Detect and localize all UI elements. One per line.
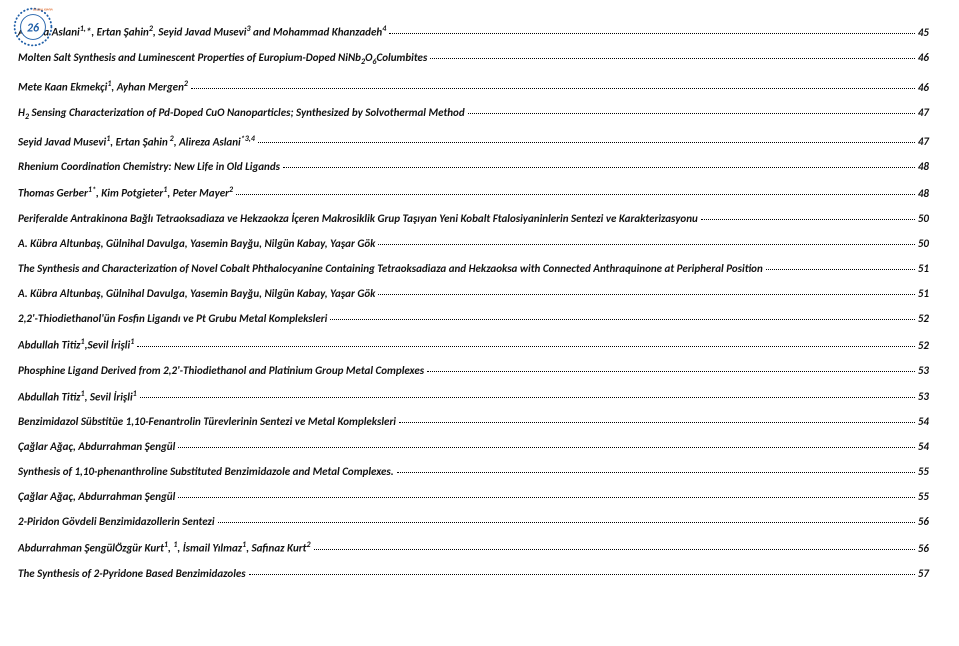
- toc-page-number: 52: [918, 339, 929, 352]
- toc-leader-dots: [427, 371, 915, 372]
- toc-line: Abdurrahman ŞengülÖzgür Kurt1, 1, İsmail…: [18, 540, 929, 555]
- toc-entry-text: Abdurrahman ŞengülÖzgür Kurt1, 1, İsmail…: [18, 540, 311, 555]
- toc-entry-text: Molten Salt Synthesis and Luminescent Pr…: [18, 51, 427, 67]
- svg-text:26: 26: [27, 22, 39, 36]
- toc-page-number: 50: [918, 237, 929, 250]
- toc-line: 2,2'-Thiodiethanol'ün Fosfin Ligandı ve …: [18, 312, 929, 325]
- toc-entry-text: Çağlar Ağaç, Abdurrahman Şengül: [18, 440, 175, 453]
- toc-entry-text: Periferalde Antrakinona Bağlı Tetraoksad…: [18, 212, 698, 225]
- toc-entry-text: Rhenium Coordination Chemistry: New Life…: [18, 160, 280, 173]
- toc-leader-dots: [468, 113, 915, 114]
- toc-page-number: 48: [918, 187, 929, 200]
- toc-leader-dots: [218, 522, 915, 523]
- toc-line: Alireza Aslani1,*, Ertan Şahin2, Seyid J…: [18, 24, 929, 39]
- toc-entry-text: Phosphine Ligand Derived from 2,2'-Thiod…: [18, 364, 424, 377]
- toc-line: Thomas Gerber1*, Kim Potgieter1, Peter M…: [18, 185, 929, 200]
- toc-entry-text: Alireza Aslani1,*, Ertan Şahin2, Seyid J…: [18, 24, 386, 39]
- toc-line: Abdullah Titiz1, Sevil İrişli1 53: [18, 389, 929, 404]
- toc-leader-dots: [378, 294, 914, 295]
- toc-page-number: 47: [918, 106, 929, 119]
- toc-leader-dots: [399, 422, 915, 423]
- toc-page-number: 56: [918, 542, 929, 555]
- toc-line: Benzimidazol Sübstitüe 1,10-Fenantrolin …: [18, 415, 929, 428]
- toc-line: Abdullah Titiz1,Sevil İrişli1 52: [18, 337, 929, 352]
- toc-page-number: 45: [918, 26, 929, 39]
- toc-leader-dots: [283, 167, 915, 168]
- toc-leader-dots: [766, 269, 915, 270]
- toc-entry-text: 2,2'-Thiodiethanol'ün Fosfin Ligandı ve …: [18, 312, 327, 325]
- toc-leader-dots: [140, 397, 915, 398]
- toc-entry-text: Seyid Javad Musevi1, Ertan Şahin 2, Alir…: [18, 134, 255, 149]
- toc-leader-dots: [701, 219, 915, 220]
- toc-line: 2-Piridon Gövdeli Benzimidazollerin Sent…: [18, 515, 929, 528]
- toc-line: Çağlar Ağaç, Abdurrahman Şengül 55: [18, 490, 929, 503]
- toc-entry-text: The Synthesis of 2-Pyridone Based Benzim…: [18, 567, 246, 580]
- toc-leader-dots: [378, 244, 914, 245]
- toc-entry-text: A. Kübra Altunbaş, Gülnihal Davulga, Yas…: [18, 237, 375, 250]
- svg-text:ULUSAL KIMYA: ULUSAL KIMYA: [33, 7, 53, 11]
- toc-leader-dots: [397, 472, 915, 473]
- toc-line: A. Kübra Altunbaş, Gülnihal Davulga, Yas…: [18, 237, 929, 250]
- toc-line: Molten Salt Synthesis and Luminescent Pr…: [18, 51, 929, 67]
- toc-page-number: 46: [918, 81, 929, 94]
- toc-leader-dots: [389, 33, 915, 34]
- toc-page-number: 52: [918, 312, 929, 325]
- toc-page-number: 54: [918, 440, 929, 453]
- toc-page-number: 48: [918, 160, 929, 173]
- toc-page-number: 56: [918, 515, 929, 528]
- toc-page-number: 50: [918, 212, 929, 225]
- toc-entry-text: 2-Piridon Gövdeli Benzimidazollerin Sent…: [18, 515, 215, 528]
- toc-page-number: 51: [918, 287, 929, 300]
- toc-line: Synthesis of 1,10-phenanthroline Substit…: [18, 465, 929, 478]
- toc-line: Periferalde Antrakinona Bağlı Tetraoksad…: [18, 212, 929, 225]
- toc-container: Alireza Aslani1,*, Ertan Şahin2, Seyid J…: [18, 24, 929, 580]
- toc-leader-dots: [258, 142, 915, 143]
- toc-page-number: 47: [918, 135, 929, 148]
- toc-leader-dots: [249, 574, 915, 575]
- toc-entry-text: Abdullah Titiz1,Sevil İrişli1: [18, 337, 134, 352]
- toc-entry-text: Benzimidazol Sübstitüe 1,10-Fenantrolin …: [18, 415, 396, 428]
- toc-leader-dots: [430, 58, 915, 59]
- toc-line: Phosphine Ligand Derived from 2,2'-Thiod…: [18, 364, 929, 377]
- toc-line: The Synthesis of 2-Pyridone Based Benzim…: [18, 567, 929, 580]
- toc-page-number: 55: [918, 490, 929, 503]
- toc-entry-text: A. Kübra Altunbaş, Gülnihal Davulga, Yas…: [18, 287, 375, 300]
- toc-page-number: 57: [918, 567, 929, 580]
- toc-entry-text: H2 Sensing Characterization of Pd-Doped …: [18, 106, 465, 122]
- toc-line: The Synthesis and Characterization of No…: [18, 262, 929, 275]
- toc-leader-dots: [314, 549, 915, 550]
- toc-page-number: 55: [918, 465, 929, 478]
- toc-entry-text: Çağlar Ağaç, Abdurrahman Şengül: [18, 490, 175, 503]
- toc-leader-dots: [178, 447, 915, 448]
- toc-line: Seyid Javad Musevi1, Ertan Şahin 2, Alir…: [18, 134, 929, 149]
- toc-leader-dots: [330, 319, 915, 320]
- toc-page-number: 46: [918, 51, 929, 64]
- logo: 26 ULUSAL KIMYA: [10, 4, 56, 50]
- toc-line: H2 Sensing Characterization of Pd-Doped …: [18, 106, 929, 122]
- toc-line: Rhenium Coordination Chemistry: New Life…: [18, 160, 929, 173]
- toc-leader-dots: [191, 88, 915, 89]
- toc-line: Çağlar Ağaç, Abdurrahman Şengül 54: [18, 440, 929, 453]
- toc-page-number: 53: [918, 390, 929, 403]
- toc-entry-text: Mete Kaan Ekmekçi1, Ayhan Mergen2: [18, 79, 188, 94]
- toc-entry-text: Synthesis of 1,10-phenanthroline Substit…: [18, 465, 394, 478]
- toc-entry-text: Thomas Gerber1*, Kim Potgieter1, Peter M…: [18, 185, 233, 200]
- toc-leader-dots: [137, 346, 915, 347]
- toc-entry-text: Abdullah Titiz1, Sevil İrişli1: [18, 389, 137, 404]
- toc-leader-dots: [236, 194, 915, 195]
- toc-entry-text: The Synthesis and Characterization of No…: [18, 262, 763, 275]
- toc-leader-dots: [178, 497, 915, 498]
- toc-page-number: 53: [918, 364, 929, 377]
- toc-line: Mete Kaan Ekmekçi1, Ayhan Mergen2 46: [18, 79, 929, 94]
- toc-page-number: 54: [918, 415, 929, 428]
- toc-line: A. Kübra Altunbaş, Gülnihal Davulga, Yas…: [18, 287, 929, 300]
- toc-page-number: 51: [918, 262, 929, 275]
